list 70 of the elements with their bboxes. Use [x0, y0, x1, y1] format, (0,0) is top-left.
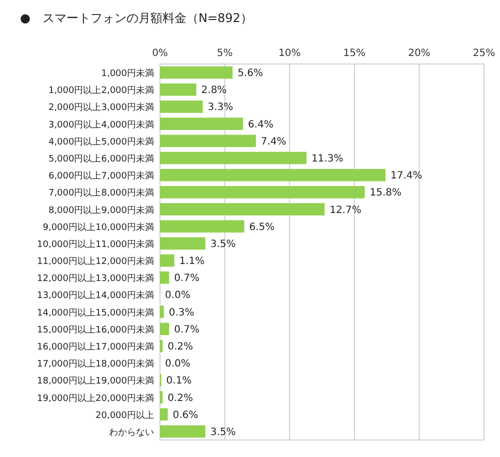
y-tick-label: 13,000円以上14,000円未満: [37, 290, 154, 302]
y-tick-label: 2,000円以上3,000円未満: [48, 102, 154, 114]
bar: [160, 100, 203, 113]
data-label: 0.6%: [172, 410, 198, 421]
y-tick-label: 8,000円以上9,000円未満: [48, 204, 154, 216]
y-tick-label: 14,000円以上15,000円未満: [37, 307, 154, 318]
y-tick-label: 5,000円以上6,000円未満: [48, 154, 154, 164]
data-label: 12.7%: [330, 204, 362, 216]
data-label: 0.7%: [174, 273, 200, 284]
x-tick-label: 10%: [278, 48, 301, 59]
bar: [160, 391, 163, 404]
y-tick-label: 11,000円以上12,000円未満: [37, 256, 154, 268]
data-label: 6.4%: [248, 119, 274, 130]
bar: [160, 203, 325, 216]
y-tick-label: 1,000円未満: [101, 68, 154, 80]
data-label: 15.8%: [370, 188, 402, 199]
bar: [160, 186, 365, 198]
bar: [160, 425, 206, 438]
y-tick-label: 9,000円以上10,000円未満: [42, 222, 154, 233]
y-tick-label: 4,000円以上5,000円未満: [48, 136, 154, 148]
y-tick-label: 16,000円以上17,000円未満: [37, 342, 154, 352]
data-label: 0.1%: [166, 376, 192, 387]
data-label: 7.4%: [260, 136, 286, 148]
data-label: 3.3%: [208, 102, 234, 114]
y-tick-label: 7,000円以上8,000円未満: [48, 188, 154, 199]
data-label: 11.3%: [311, 154, 344, 164]
data-label: 0.2%: [168, 342, 193, 352]
y-tick-label: 19,000円以上20,000円未満: [37, 392, 154, 404]
data-label: 1.1%: [179, 256, 205, 268]
bar: [160, 408, 168, 421]
y-tick-label: 20,000円以上: [96, 410, 154, 421]
bar: [160, 322, 170, 336]
bar: [160, 168, 386, 182]
data-label: 3.5%: [210, 238, 236, 250]
x-tick-label: 15%: [343, 48, 366, 59]
data-label: 5.6%: [238, 68, 263, 80]
y-tick-label: 10,000円以上11,000円未満: [37, 238, 154, 250]
y-tick-label: 18,000円以上19,000円未満: [37, 376, 154, 387]
y-tick-label: 1,000円以上2,000円未満: [48, 85, 154, 96]
y-tick-label: 6,000円以上7,000円未満: [48, 170, 154, 182]
y-tick-label: 3,000円以上4,000円未満: [48, 119, 154, 130]
data-label: 6.5%: [249, 222, 275, 233]
data-label: 0.0%: [165, 290, 190, 302]
data-label: 0.3%: [168, 307, 194, 318]
x-tick-label: 25%: [472, 48, 496, 59]
y-tick-label: 15,000円以上16,000円未満: [37, 324, 154, 336]
bar: [160, 306, 164, 318]
bar: [160, 237, 206, 250]
bar: [160, 340, 163, 352]
x-tick-label: 20%: [408, 48, 430, 59]
bar: [160, 83, 196, 96]
x-tick-label: 0%: [152, 48, 168, 59]
bar: [160, 66, 233, 79]
y-tick-label: わからない: [109, 428, 154, 438]
bar: [160, 152, 306, 164]
bar: [160, 118, 243, 130]
data-label: 2.8%: [201, 85, 227, 96]
bar: [160, 220, 244, 233]
y-tick-label: 17,000円以上18,000円未満: [37, 358, 154, 370]
data-label: 0.7%: [174, 324, 200, 336]
data-label: 0.2%: [168, 392, 193, 404]
y-tick-label: 12,000円以上13,000円未満: [37, 273, 154, 284]
bar: [160, 271, 170, 284]
data-label: 3.5%: [210, 426, 236, 438]
x-tick-label: 5%: [216, 48, 233, 59]
data-label: 17.4%: [390, 170, 422, 182]
data-label: 0.0%: [165, 358, 190, 370]
bar: [160, 254, 174, 267]
chart-title: ● スマートフォンの月額料金（N=892）: [20, 11, 252, 25]
bar: [160, 134, 256, 148]
